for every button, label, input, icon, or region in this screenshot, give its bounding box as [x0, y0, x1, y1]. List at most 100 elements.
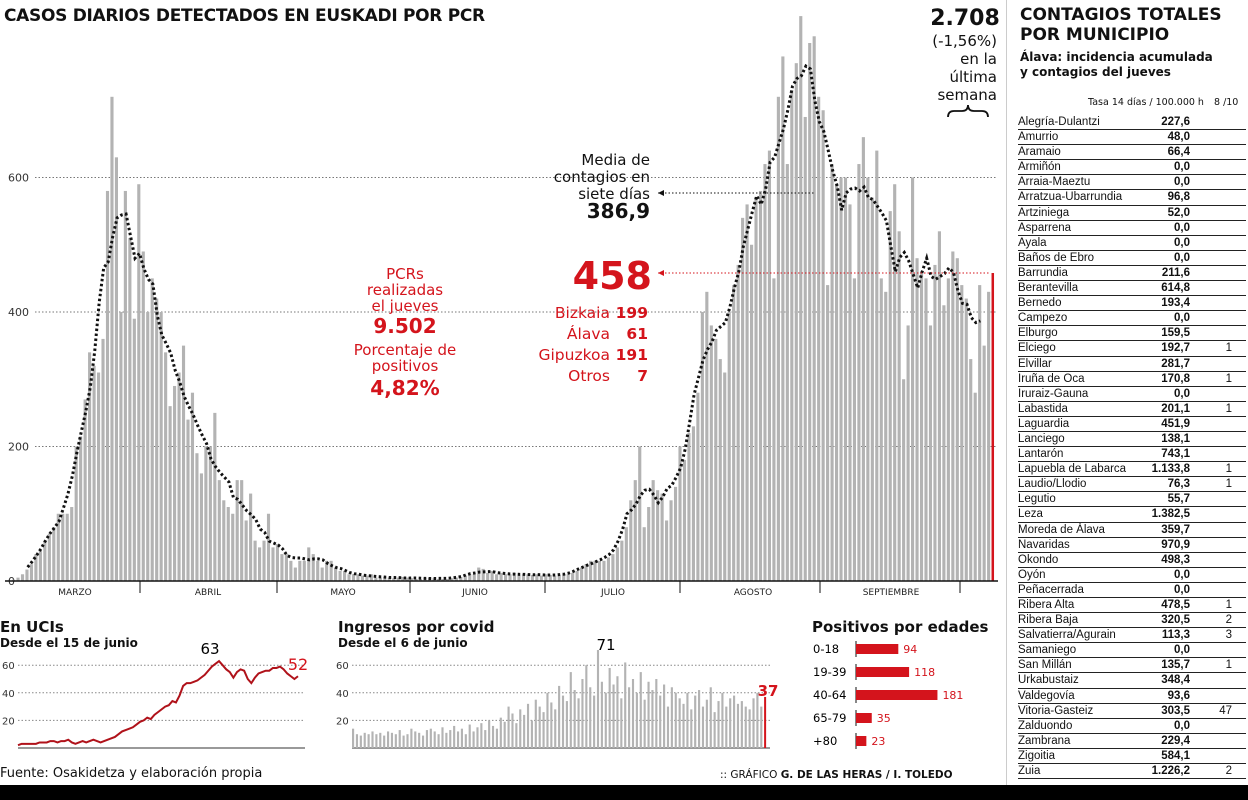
bar: [678, 698, 681, 748]
bar: [856, 713, 872, 723]
bar: [581, 679, 584, 748]
table-row: Ayala 0,0: [1018, 236, 1246, 251]
municipality-name: Armiñón: [1018, 161, 1061, 174]
weekly-change: (-1,56%): [932, 32, 997, 50]
bar: [195, 453, 199, 581]
bar: [875, 150, 879, 581]
bar: [553, 575, 557, 581]
rate-value: 0,0: [1174, 312, 1190, 325]
bar: [756, 692, 759, 748]
bar: [745, 204, 749, 581]
bar: [542, 712, 545, 748]
cases-value: 1: [1225, 402, 1232, 415]
bar: [573, 690, 576, 748]
bar: [606, 557, 611, 581]
table-row: Vitoria-Gasteiz 303,5 47: [1018, 704, 1246, 719]
bar: [656, 490, 660, 581]
bar: [249, 493, 253, 581]
bar: [365, 575, 369, 581]
bar: [960, 285, 964, 581]
cases-value: [1190, 417, 1246, 431]
bar: [495, 728, 498, 748]
bar: [584, 564, 588, 581]
pcr-line: PCRs: [386, 265, 424, 283]
bar: [856, 644, 899, 654]
table-row: Oyón 0,0: [1018, 568, 1246, 583]
table-row: Legutio 55,7: [1018, 492, 1246, 508]
bar: [812, 36, 816, 581]
y-tick-label: 200: [8, 441, 29, 454]
bar: [398, 730, 401, 748]
cases-value: [1190, 160, 1246, 174]
rate-value: 359,7: [1161, 523, 1190, 536]
bar: [530, 720, 533, 748]
bar: [969, 359, 973, 581]
municipality-name: Bernedo: [1018, 297, 1062, 310]
municipality-name: Asparrena: [1018, 221, 1072, 234]
bar: [468, 574, 472, 581]
table-row: Lanciego 138,1: [1018, 432, 1246, 448]
average-line: siete días: [578, 185, 650, 203]
month-label: MAYO: [330, 588, 355, 598]
bar: [754, 197, 758, 582]
table-row: Artziniega 52,0: [1018, 206, 1246, 221]
age-label: 19-39: [813, 665, 846, 679]
brace-icon: [947, 104, 989, 118]
bar: [488, 720, 491, 748]
y-tick-label: 60: [336, 661, 349, 672]
rate-value: 0,0: [1174, 251, 1190, 264]
municipality-name: Aramaio: [1018, 146, 1061, 159]
credit: :: GRÁFICO G. DE LAS HERAS / I. TOLEDO: [720, 769, 953, 781]
table-row: Lapuebla de Labarca 1.133,8 1: [1018, 462, 1246, 478]
municipality-name: Moreda de Álava: [1018, 523, 1105, 536]
bar: [146, 312, 150, 581]
y-tick-label: 20: [2, 716, 15, 727]
municipality-name: Valdegovía: [1018, 689, 1075, 702]
bar: [508, 574, 512, 581]
bar: [363, 732, 366, 748]
divider: [1006, 0, 1007, 785]
region-row: Otros 7: [520, 366, 648, 387]
bar: [624, 527, 628, 581]
municipality-name: Peñacerrada: [1018, 583, 1084, 596]
bar: [110, 96, 114, 582]
table-row: Armiñón 0,0: [1018, 160, 1246, 176]
region-name: Bizkaia: [554, 304, 610, 322]
bar: [476, 727, 479, 748]
rate-value: 138,1: [1161, 432, 1190, 445]
bar: [437, 734, 440, 748]
regions-breakdown: Bizkaia 199 Álava 61 Gipuzkoa 191 Otros 7: [520, 303, 648, 387]
table-row: Arraia-Maeztu 0,0: [1018, 175, 1246, 191]
bar: [557, 575, 561, 581]
bar: [744, 706, 747, 748]
bar: [611, 554, 615, 581]
weekly-summary: 2.708: [920, 6, 1010, 31]
rate-value: 192,7: [1161, 342, 1190, 355]
table-row: Barrundia 211,6: [1018, 266, 1246, 282]
table-row: Urkabustaiz 348,4: [1018, 673, 1246, 689]
bar: [580, 567, 584, 581]
rate-value: 159,5: [1161, 327, 1190, 340]
bar: [669, 500, 673, 581]
bar: [92, 365, 96, 581]
rate-value: 52,0: [1167, 206, 1190, 219]
small-charts: 20 40 60 63 52 20 40 60 71 37 0-18 94 19-39 118 40-64 1…: [2, 636, 963, 749]
ingresos-max-label: 71: [596, 636, 615, 654]
bar: [713, 712, 716, 748]
table-row: San Millán 135,7 1: [1018, 658, 1246, 674]
arrow-icon: [658, 270, 664, 276]
bar: [670, 687, 673, 748]
bar: [727, 312, 731, 581]
cases-value: [1190, 673, 1246, 687]
bar: [137, 184, 141, 581]
municipality-name: Lanciego: [1018, 432, 1065, 445]
cases-value: [1190, 266, 1246, 280]
bar: [577, 698, 580, 748]
bar: [392, 578, 396, 581]
bar: [870, 197, 874, 582]
table-row: Asparrena 0,0: [1018, 221, 1246, 236]
bar: [666, 706, 670, 748]
bar: [678, 446, 682, 581]
bar: [390, 732, 394, 748]
rate-value: 170,8: [1161, 372, 1190, 385]
